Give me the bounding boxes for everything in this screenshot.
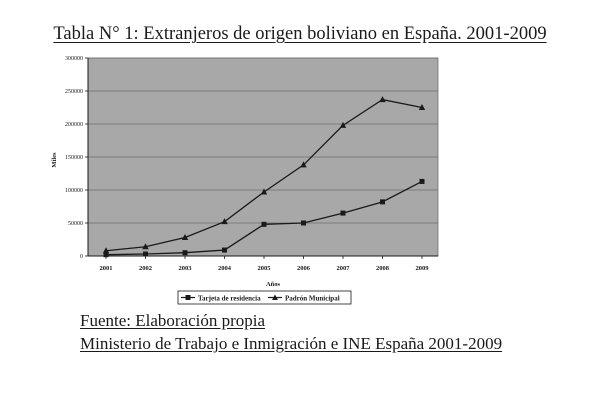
source-line-2: Ministerio de Trabajo e Inmigración e IN… xyxy=(80,334,503,353)
point-triangle-7 xyxy=(379,96,386,103)
x-tick-label-6: 2007 xyxy=(337,265,351,272)
plot-area: 0 50000 100000 150000 200000 250000 300000 2001… xyxy=(51,56,439,288)
point-triangle-1 xyxy=(142,243,149,250)
legend-box xyxy=(177,290,352,305)
y-tick-label-1: 50000 xyxy=(68,221,83,227)
x-tick-label-1: 2002 xyxy=(139,265,152,272)
x-tick-label-8: 2009 xyxy=(416,265,430,272)
point-triangle-0 xyxy=(102,247,110,254)
y-axis-label: Miles xyxy=(51,152,58,168)
y-tick-label-0: 0 xyxy=(80,254,83,260)
y-tick-label-6: 300000 xyxy=(65,56,83,62)
source-line-1: Fuente: Elaboración propia xyxy=(80,311,266,330)
y-tick-label-5: 250000 xyxy=(65,89,83,95)
y-tick-label-4: 200000 xyxy=(65,122,83,128)
x-tick-label-7: 2008 xyxy=(376,265,390,272)
x-tick-label-5: 2006 xyxy=(297,265,311,272)
x-tick-label-4: 2005 xyxy=(258,265,272,272)
point-triangle-4 xyxy=(260,188,268,195)
legend: Tarjeta de residencia Padrón Municipal xyxy=(177,290,352,305)
x-tick-label-3: 2004 xyxy=(218,265,232,272)
point-square-1 xyxy=(143,251,148,257)
x-axis-label: Años xyxy=(266,281,281,288)
point-square-5 xyxy=(301,220,306,226)
y-tick-label-3: 150000 xyxy=(65,155,83,161)
x-tick-label-2: 2003 xyxy=(179,265,193,272)
x-tick-label-0: 2001 xyxy=(100,265,113,272)
legend-label-tarjeta: Tarjeta de residencia xyxy=(198,295,261,303)
legend-marker-triangle xyxy=(272,294,278,300)
legend-label-padron: Padrón Municipal xyxy=(285,295,340,303)
point-square-2 xyxy=(182,250,188,256)
point-square-3 xyxy=(222,247,227,253)
point-square-6 xyxy=(340,210,346,216)
y-tick-label-2: 100000 xyxy=(65,188,83,194)
point-square-8 xyxy=(419,178,425,184)
point-square-4 xyxy=(261,221,267,227)
point-triangle-6 xyxy=(339,121,347,128)
point-triangle-8 xyxy=(418,104,426,110)
point-triangle-2 xyxy=(181,234,189,241)
point-triangle-5 xyxy=(300,161,307,168)
chart-title: Tabla N° 1: Extranjeros de origen bolivi… xyxy=(53,24,547,44)
legend-marker-square xyxy=(185,295,191,300)
point-square-0 xyxy=(103,252,109,258)
point-triangle-3 xyxy=(221,218,228,225)
point-square-7 xyxy=(380,199,385,205)
